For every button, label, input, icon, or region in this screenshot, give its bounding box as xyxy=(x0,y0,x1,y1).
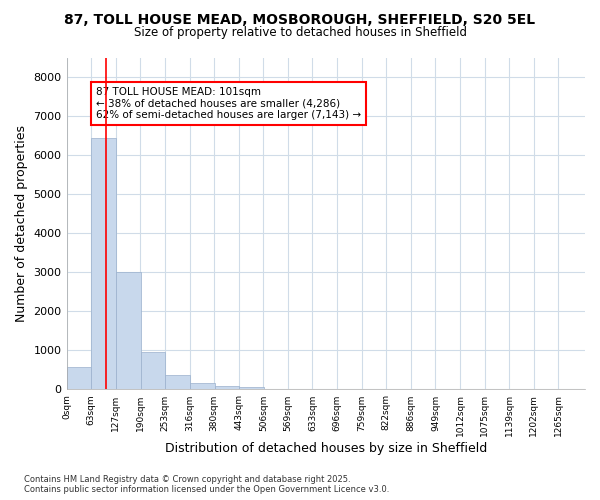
Bar xyxy=(91,138,116,390)
Bar xyxy=(116,272,141,390)
Text: 87 TOLL HOUSE MEAD: 101sqm
← 38% of detached houses are smaller (4,286)
62% of s: 87 TOLL HOUSE MEAD: 101sqm ← 38% of deta… xyxy=(96,87,361,120)
X-axis label: Distribution of detached houses by size in Sheffield: Distribution of detached houses by size … xyxy=(164,442,487,455)
Bar xyxy=(239,386,264,390)
Text: Contains HM Land Registry data © Crown copyright and database right 2025.
Contai: Contains HM Land Registry data © Crown c… xyxy=(24,474,389,494)
Bar xyxy=(141,352,166,390)
Bar xyxy=(190,383,215,390)
Bar xyxy=(166,376,190,390)
Y-axis label: Number of detached properties: Number of detached properties xyxy=(15,125,28,322)
Bar xyxy=(67,367,91,390)
Text: Size of property relative to detached houses in Sheffield: Size of property relative to detached ho… xyxy=(133,26,467,39)
Bar xyxy=(215,386,239,390)
Text: 87, TOLL HOUSE MEAD, MOSBOROUGH, SHEFFIELD, S20 5EL: 87, TOLL HOUSE MEAD, MOSBOROUGH, SHEFFIE… xyxy=(64,12,536,26)
